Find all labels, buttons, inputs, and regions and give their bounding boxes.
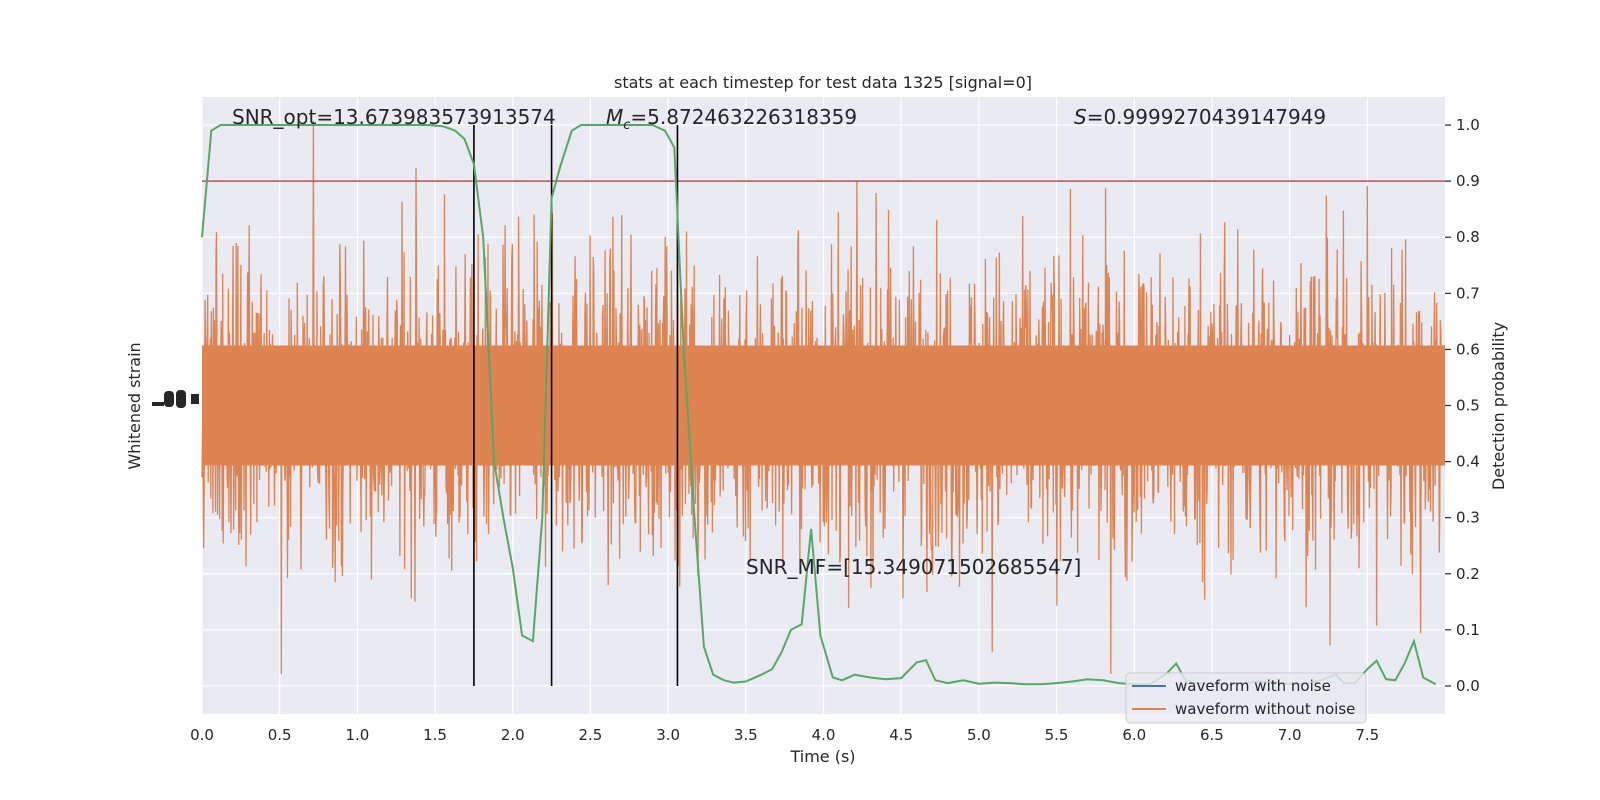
- y-tick-label: 0.8: [1456, 228, 1480, 246]
- y-axis-label-left: Whitened strain: [125, 342, 144, 469]
- annotation-s: S=0.9999270439147949: [1074, 105, 1326, 129]
- y-tick-label: 0.5: [1456, 397, 1480, 415]
- legend-label-with-noise: waveform with noise: [1175, 677, 1331, 695]
- y-right-axis-ticks: 0.0 0.1 0.2 0.3 0.4 0.5 0.6 0.7 0.8 0.9 1.0: [1445, 116, 1480, 695]
- y-tick-label: 0.7: [1456, 284, 1480, 302]
- legend-box: [1125, 672, 1367, 724]
- legend-label-without-noise: waveform without noise: [1175, 700, 1355, 718]
- noise-trace: [201, 120, 1446, 675]
- x-tick-label: 3.0: [656, 726, 680, 744]
- annotation-s-symbol: S: [1074, 105, 1087, 129]
- annotation-mc-value: =5.872463226318359: [630, 105, 857, 129]
- x-tick-label: 1.0: [345, 726, 369, 744]
- chart-title: stats at each timestep for test data 132…: [614, 73, 1032, 92]
- y-axis-label-right: Detection probability: [1489, 322, 1508, 490]
- legend: waveform with noise waveform without noi…: [1125, 672, 1367, 724]
- noise-waveform: [201, 120, 1446, 675]
- y-tick-label: 0.2: [1456, 565, 1480, 583]
- y-tick-label: 0.0: [1456, 677, 1480, 695]
- x-tick-label: 6.5: [1200, 726, 1224, 744]
- x-tick-label: 3.5: [734, 726, 758, 744]
- y-tick-label: 0.4: [1456, 453, 1480, 471]
- x-tick-label: 5.0: [967, 726, 991, 744]
- y-tick-label: 0.3: [1456, 509, 1480, 527]
- annotation-s-value: =0.9999270439147949: [1087, 105, 1326, 129]
- y-tick-label: 0.9: [1456, 172, 1480, 190]
- x-tick-label: 0.5: [268, 726, 292, 744]
- annotation-mc-symbol: M: [606, 105, 623, 129]
- annotation-mc-subscript: c: [623, 118, 630, 133]
- x-tick-label: 4.0: [812, 726, 836, 744]
- annotation-mc: Mc=5.872463226318359: [606, 105, 857, 133]
- annotation-snr-mf: SNR_MF=[15.349071502685547]: [746, 555, 1081, 579]
- x-tick-label: 0.0: [190, 726, 214, 744]
- x-tick-label: 5.5: [1045, 726, 1069, 744]
- y-tick-label: 0.1: [1456, 621, 1480, 639]
- x-tick-label: 4.5: [889, 726, 913, 744]
- y-tick-label: 0.6: [1456, 340, 1480, 358]
- x-axis-ticks: 0.0 0.5 1.0 1.5 2.0 2.5 3.0 3.5 4.0 4.5 5.0 5.5 6.0 6…: [190, 726, 1379, 744]
- annotation-snr-opt: SNR_opt=13.673983573913574: [232, 105, 556, 129]
- x-tick-label: 1.5: [423, 726, 447, 744]
- y-tick-label: 1.0: [1456, 116, 1480, 134]
- x-tick-label: 7.0: [1278, 726, 1302, 744]
- x-tick-label: 2.0: [501, 726, 525, 744]
- left-axis-overlapping-labels: [152, 390, 199, 408]
- x-tick-label: 7.5: [1355, 726, 1379, 744]
- x-axis-label: Time (s): [789, 747, 855, 766]
- x-tick-label: 2.5: [579, 726, 603, 744]
- x-tick-label: 6.0: [1122, 726, 1146, 744]
